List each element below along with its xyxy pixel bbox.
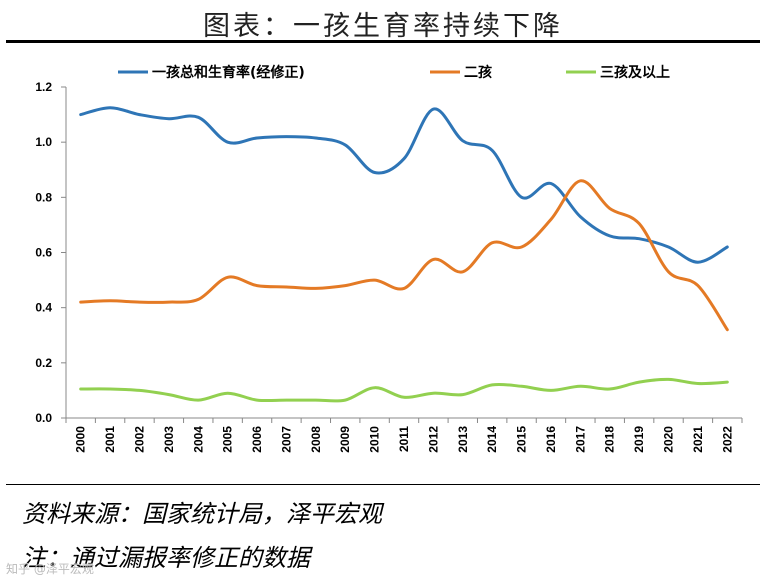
- x-tick-label: 2001: [103, 426, 117, 453]
- y-tick-label: 0.0: [35, 411, 52, 425]
- page-title: 图表：一孩生育率持续下降: [203, 11, 563, 42]
- x-tick-label: 2014: [485, 426, 499, 453]
- legend-label-3: 三孩及以上: [600, 64, 670, 81]
- y-tick-label: 1.0: [35, 135, 52, 149]
- chart-legend: 一孩总和生育率(经修正) 二孩 三孩及以上: [118, 64, 670, 81]
- y-tick-label: 0.2: [35, 356, 52, 370]
- x-tick-label: 2012: [426, 426, 440, 453]
- x-tick-label: 2021: [691, 426, 705, 453]
- x-tick-label: 2008: [309, 426, 323, 453]
- x-tick-label: 2017: [573, 426, 587, 453]
- title-divider: [6, 40, 760, 43]
- source-note: 资料来源：国家统计局，泽平宏观: [22, 500, 382, 528]
- line-chart: 一孩总和生育率(经修正) 二孩 三孩及以上 0.0 0.2 0.4 0.6 0.8 1.0 1.…: [35, 64, 743, 453]
- series-line-1: [79, 106, 729, 264]
- x-tick-label: 2000: [74, 426, 88, 453]
- x-tick-label: 2016: [544, 426, 558, 453]
- chart-series: [79, 106, 729, 403]
- footer-divider: [6, 484, 760, 485]
- x-tick-label: 2002: [132, 426, 146, 453]
- x-tick-label: 2011: [397, 426, 411, 452]
- y-tick-label: 0.8: [35, 190, 52, 204]
- series-line-3: [79, 377, 729, 403]
- x-tick-label: 2010: [368, 426, 382, 453]
- chart-axes: 0.0 0.2 0.4 0.6 0.8 1.0 1.2 2000 2001 2002 2003 200…: [35, 80, 743, 453]
- x-tick-label: 2022: [720, 426, 734, 453]
- y-tick-label: 1.2: [35, 80, 52, 94]
- x-tick-label: 2020: [662, 426, 676, 453]
- x-tick-label: 2007: [279, 426, 293, 453]
- x-tick-label: 2006: [250, 426, 264, 453]
- x-tick-label: 2015: [515, 426, 529, 453]
- x-tick-label: 2009: [338, 426, 352, 453]
- legend-label-1: 一孩总和生育率(经修正): [152, 64, 305, 81]
- footnote: 注：通过漏报率修正的数据: [22, 544, 310, 572]
- x-tick-label: 2013: [456, 426, 470, 453]
- x-tick-label: 2003: [162, 426, 176, 453]
- y-tick-label: 0.4: [35, 301, 52, 315]
- y-tick-label: 0.6: [35, 246, 52, 260]
- watermark: 知乎 @泽平宏观: [6, 562, 94, 576]
- x-tick-label: 2019: [632, 426, 646, 453]
- x-tick-label: 2004: [191, 426, 205, 453]
- series-line-2: [79, 179, 729, 332]
- x-tick-label: 2005: [221, 426, 235, 453]
- x-tick-label: 2018: [603, 426, 617, 453]
- legend-label-2: 二孩: [464, 64, 492, 81]
